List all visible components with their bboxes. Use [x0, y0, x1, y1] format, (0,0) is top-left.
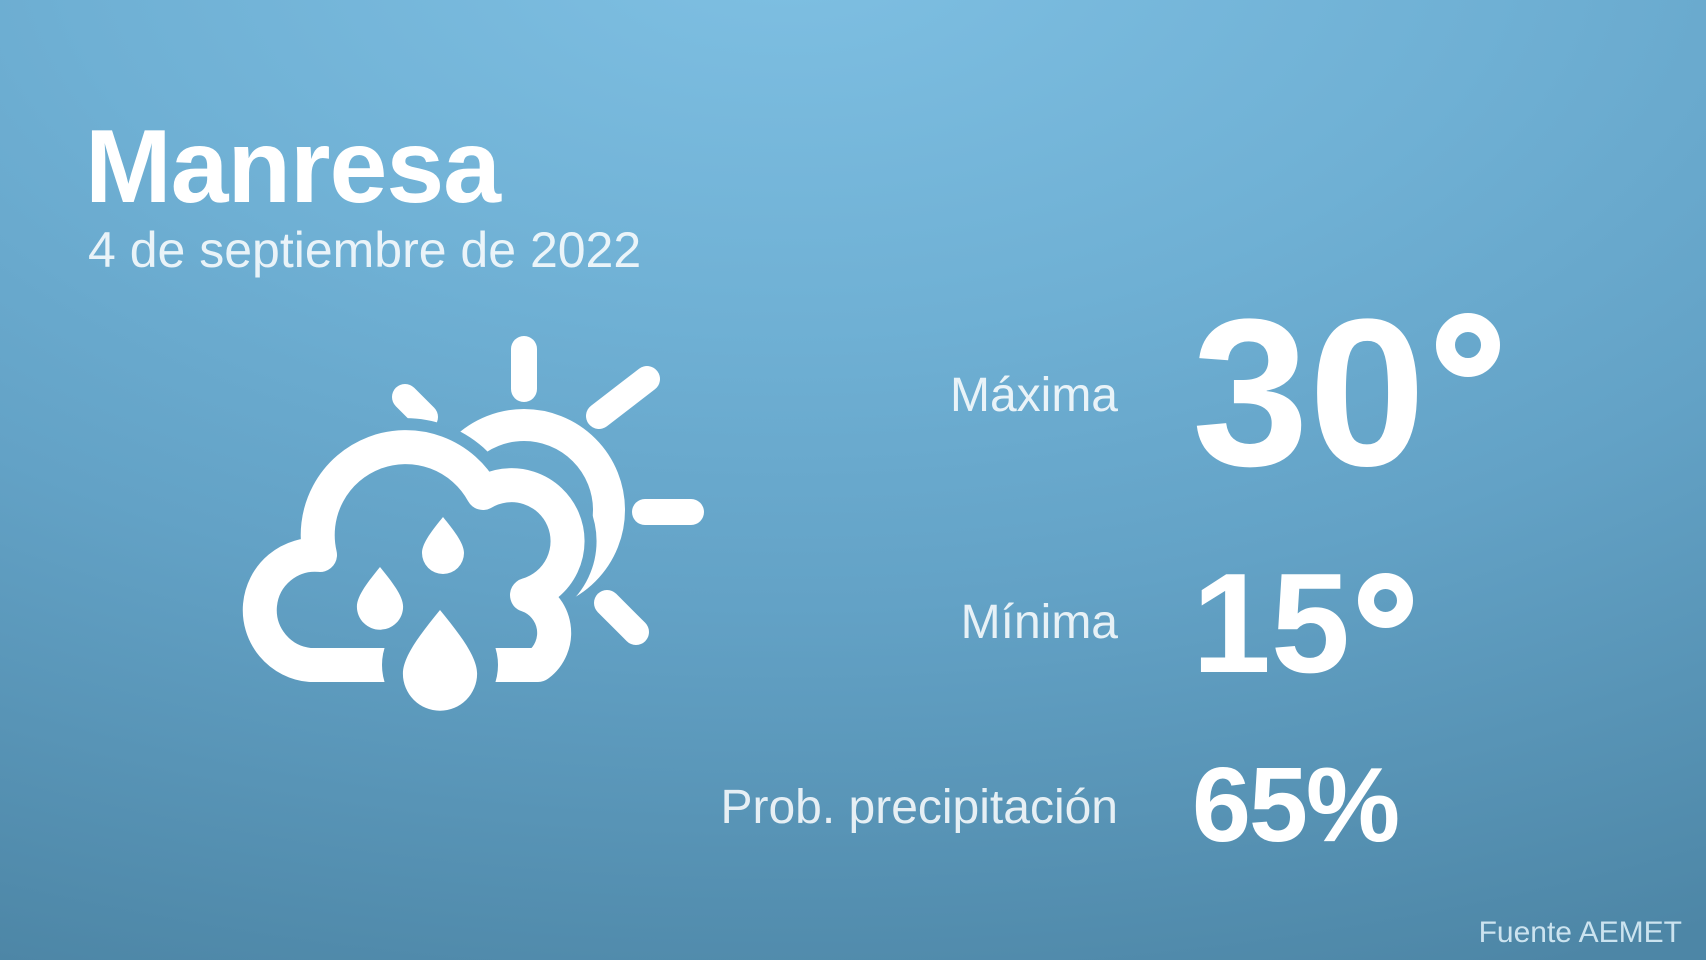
degree-symbol	[1357, 573, 1413, 628]
max-temp-value: 30	[1192, 288, 1500, 498]
max-temp-label: Máxima	[949, 369, 1118, 422]
min-temp-label: Mínima	[960, 596, 1118, 649]
min-temp-number: 15	[1192, 544, 1350, 703]
cloud-shape	[242, 430, 585, 682]
precipitation-value: 65%	[1192, 746, 1400, 864]
min-temp-value: 15	[1192, 553, 1413, 695]
max-temp-number: 30	[1192, 275, 1426, 510]
page-title: Manresa	[85, 109, 501, 225]
degree-symbol	[1435, 313, 1500, 377]
precipitation-label: Prob. precipitación	[720, 781, 1118, 834]
date-label: 4 de septiembre de 2022	[88, 222, 642, 278]
sun-behind-rain-cloud-icon	[242, 336, 704, 711]
source-attribution: Fuente AEMET	[1478, 916, 1682, 949]
raindrops-shape	[356, 517, 478, 711]
